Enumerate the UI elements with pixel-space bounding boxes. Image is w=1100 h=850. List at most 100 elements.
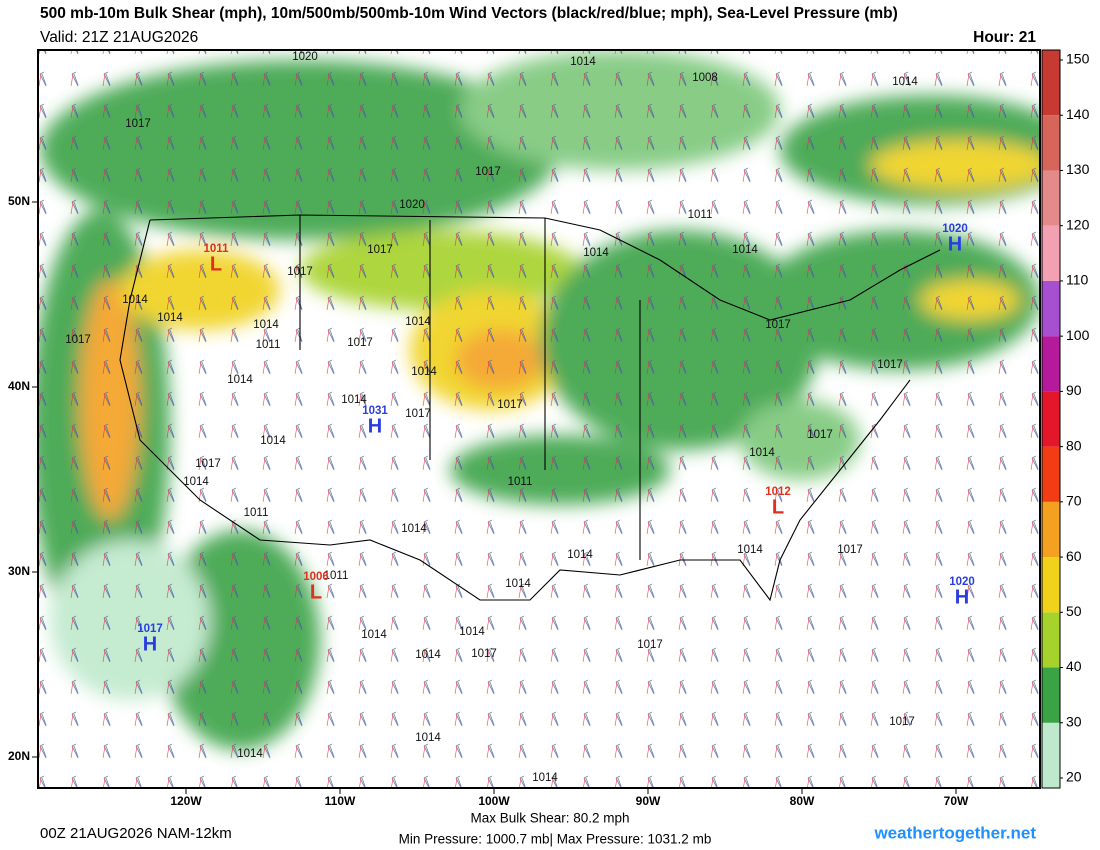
colorbar-band xyxy=(1042,667,1060,723)
isobar-label: 1017 xyxy=(765,319,791,331)
isobar-label: 1011 xyxy=(244,507,269,519)
isobar-label: 1017 xyxy=(195,458,221,470)
isobar-label: 1017 xyxy=(471,648,497,660)
center-pressure: 1031 xyxy=(362,405,388,417)
isobar-label: 1014 xyxy=(341,394,367,406)
isobar-label: 1017 xyxy=(287,266,313,278)
colorbar-frame xyxy=(1041,49,1061,789)
colorbar-label: 150 xyxy=(1066,51,1090,67)
isobar-label: 1014 xyxy=(570,56,596,68)
isobar-label: 1014 xyxy=(361,629,387,641)
colorbar-band xyxy=(1042,170,1060,226)
center-pressure: 1006 xyxy=(303,571,329,583)
plot-frame xyxy=(37,49,1041,789)
forecast-hour: Hour: 21 xyxy=(973,29,1036,46)
center-letter: H xyxy=(955,586,969,608)
lat-label: 30N xyxy=(8,564,30,578)
center-letter: H xyxy=(368,415,382,437)
isobar-label: 1014 xyxy=(749,447,775,459)
colorbar-label: 80 xyxy=(1066,437,1082,453)
isobar-label: 1017 xyxy=(475,166,501,178)
isobar-label: 1011 xyxy=(508,476,533,488)
isobar-label: 1017 xyxy=(125,118,151,130)
isobar-label: 1014 xyxy=(892,76,918,88)
center-pressure: 1011 xyxy=(204,243,230,255)
isobar-label: 1011 xyxy=(688,209,713,221)
plot-area xyxy=(38,50,1040,788)
colorbar-band xyxy=(1042,446,1060,502)
isobar-label: 1017 xyxy=(837,544,863,556)
isobar-label: 1014 xyxy=(122,294,148,306)
isobar-label: 1014 xyxy=(183,476,209,488)
isobar-label: 1014 xyxy=(567,549,593,561)
colorbar-band xyxy=(1042,336,1060,392)
center-letter: L xyxy=(772,496,784,518)
isobar-label: 1014 xyxy=(260,435,286,447)
center-pressure: 1012 xyxy=(765,486,791,498)
isobar-label: 1008 xyxy=(692,72,718,84)
colorbar-label: 110 xyxy=(1066,272,1089,288)
title: 500 mb-10m Bulk Shear (mph), 10m/500mb/5… xyxy=(40,5,898,22)
center-pressure: 1020 xyxy=(949,576,975,588)
isobar-label: 1020 xyxy=(399,199,425,211)
isobar-label: 1014 xyxy=(415,649,441,661)
isobar-label: 1017 xyxy=(405,408,431,420)
colorbar-band xyxy=(1042,391,1060,447)
isobar-label: 1014 xyxy=(253,319,279,331)
colorbar-band xyxy=(1042,722,1060,788)
colorbar-band xyxy=(1042,501,1060,558)
isobar-label: 1014 xyxy=(237,748,263,760)
site-credit[interactable]: weathertogether.net xyxy=(873,823,1036,842)
colorbar-label: 100 xyxy=(1066,327,1090,343)
lon-label: 90W xyxy=(636,794,661,808)
isobar-label: 1014 xyxy=(737,544,763,556)
isobar-label: 1017 xyxy=(367,244,393,256)
isobar-label: 1014 xyxy=(405,316,431,328)
wind-barbs xyxy=(38,50,1040,788)
isobar-label: 1014 xyxy=(505,578,531,590)
colorbar-label: 120 xyxy=(1066,216,1090,232)
pressure-range: Min Pressure: 1000.7 mb| Max Pressure: 1… xyxy=(399,832,712,847)
isobar-label: 1017 xyxy=(65,334,91,346)
isobar-label: 1014 xyxy=(532,772,558,784)
isobar-label: 1017 xyxy=(807,429,833,441)
isobar-label: 1017 xyxy=(347,337,373,349)
colorbar-band xyxy=(1042,557,1060,613)
borders xyxy=(119,214,941,602)
isobar-label: 1014 xyxy=(583,247,609,259)
colorbar-label: 140 xyxy=(1066,106,1090,122)
lat-label: 50N xyxy=(8,194,30,208)
isobar-label: 1014 xyxy=(415,732,441,744)
lon-label: 80W xyxy=(790,794,815,808)
isobar-label: 1017 xyxy=(889,716,915,728)
lat-label: 20N xyxy=(8,749,30,763)
center-pressure: 1017 xyxy=(137,623,163,635)
center-letter: L xyxy=(210,253,222,275)
isobar-label: 1020 xyxy=(292,51,318,63)
lon-label: 110W xyxy=(325,794,356,808)
isobar-label: 1011 xyxy=(256,339,281,351)
colorbar-label: 90 xyxy=(1066,382,1082,398)
colorbar-label: 70 xyxy=(1066,493,1082,509)
colorbar-label: 130 xyxy=(1066,161,1090,177)
colorbar-label: 60 xyxy=(1066,548,1082,564)
colorbar-band xyxy=(1042,225,1060,281)
center-letter: H xyxy=(948,233,962,255)
colorbar-band xyxy=(1042,115,1060,171)
isobar-label: 1014 xyxy=(227,374,253,386)
isobar-label: 1014 xyxy=(401,523,427,535)
valid-time: Valid: 21Z 21AUG2026 xyxy=(40,29,198,46)
isobar-label: 1017 xyxy=(497,399,523,411)
isobar-label: 1014 xyxy=(411,366,437,378)
center-pressure: 1020 xyxy=(942,223,968,235)
lon-label: 70W xyxy=(944,794,969,808)
colorbar-label: 50 xyxy=(1066,603,1082,619)
model-run: 00Z 21AUG2026 NAM-12km xyxy=(40,825,232,842)
max-shear: Max Bulk Shear: 80.2 mph xyxy=(470,811,629,826)
isobar-label: 1017 xyxy=(637,639,663,651)
colorbar-band xyxy=(1042,280,1060,337)
lon-label: 100W xyxy=(478,794,510,808)
isobar-label: 1017 xyxy=(877,359,903,371)
